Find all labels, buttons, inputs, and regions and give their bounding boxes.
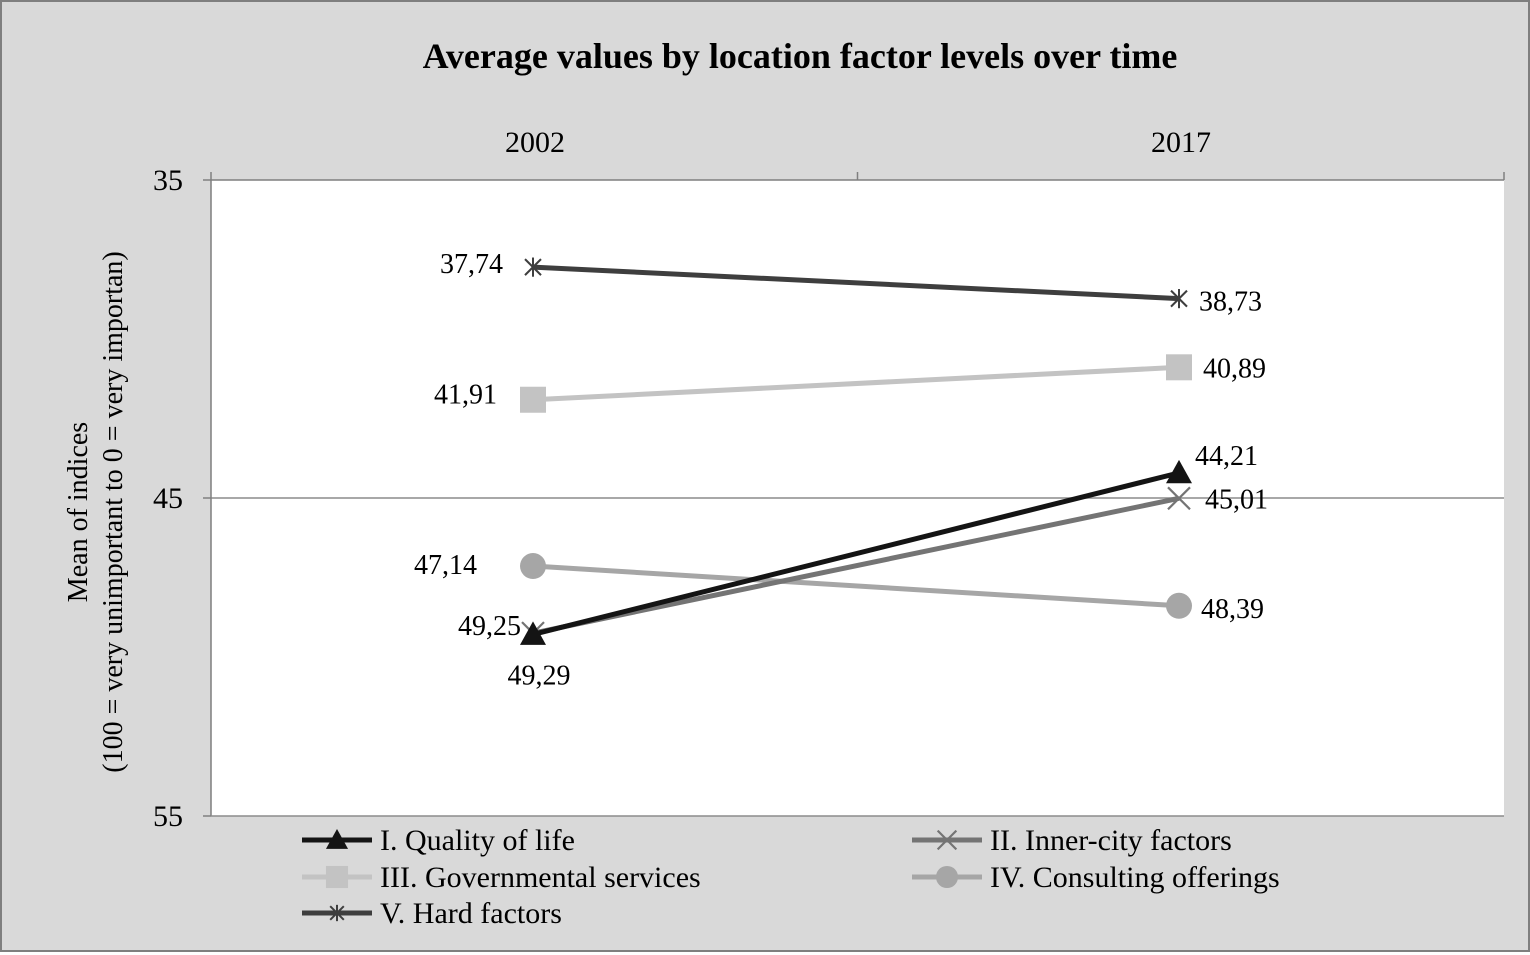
x-tick-label: 2002 [505,126,565,159]
legend-marker [325,865,349,889]
legend-item: II. Inner-city factors [912,824,1232,857]
legend-label: IV. Consulting offerings [990,861,1280,894]
data-point [1166,459,1192,484]
data-label: 41,91 [434,380,497,411]
data-point [1167,486,1191,511]
legend-label: I. Quality of life [380,824,575,857]
data-point [1170,289,1188,309]
y-tick-label: 35 [153,164,183,197]
data-label: 37,74 [440,249,503,280]
data-point [520,553,546,580]
data-point [520,386,546,413]
series-line [532,264,1180,302]
legend-label: III. Governmental services [380,861,701,894]
series-line [532,495,1180,636]
data-label: 45,01 [1205,484,1268,515]
data-point [1166,592,1192,619]
series-line [532,364,1180,403]
data-label: 47,14 [414,550,477,581]
legend-marker [325,828,349,849]
legend-label: II. Inner-city factors [990,824,1232,857]
chart-title: Average values by location factor levels… [423,36,1178,76]
data-label: 44,21 [1195,441,1258,472]
series-line [532,563,1180,609]
data-label: 38,73 [1199,287,1262,318]
legend-item: V. Hard factors [302,897,562,930]
data-label: 48,39 [1201,594,1264,625]
data-label: 49,25 [458,611,521,642]
y-axis-label-line1: Mean of indices [63,422,94,602]
y-tick-label: 55 [153,800,183,833]
legend-item: I. Quality of life [302,824,575,857]
legend-marker [329,904,345,922]
data-label: 49,29 [508,660,571,691]
data-point [524,257,542,277]
data-point [1166,354,1192,381]
legend-marker [935,865,959,889]
series-line [532,470,1180,637]
x-tick-label: 2017 [1151,126,1211,159]
data-label: 40,89 [1203,353,1266,384]
legend-item: III. Governmental services [302,861,701,894]
legend-marker [936,829,958,851]
y-axis-label-line2: (100 = very unimportant to 0 = very impo… [98,251,129,772]
legend-label: V. Hard factors [380,897,562,930]
legend-item: IV. Consulting offerings [912,861,1280,894]
y-tick-label: 45 [153,482,183,515]
data-point [520,621,546,645]
